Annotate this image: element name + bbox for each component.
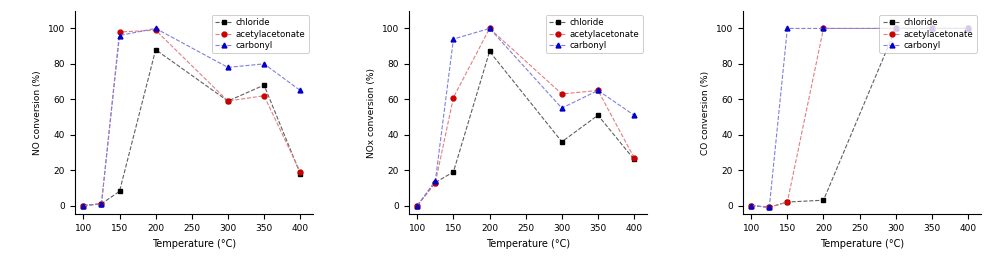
carbonyl	[222, 66, 234, 69]
acetylacetonate	[592, 89, 604, 92]
chloride	[258, 84, 270, 87]
Legend: chloride, acetylacetonate, carbonyl: chloride, acetylacetonate, carbonyl	[546, 15, 642, 53]
acetylacetonate	[782, 200, 794, 204]
acetylacetonate	[114, 30, 125, 34]
Y-axis label: NOx conversion (%): NOx conversion (%)	[368, 68, 376, 158]
carbonyl	[484, 27, 496, 30]
carbonyl	[294, 89, 306, 92]
carbonyl	[745, 204, 757, 207]
chloride	[628, 158, 640, 161]
carbonyl	[818, 27, 830, 30]
Line: chloride: chloride	[415, 49, 636, 208]
acetylacetonate	[763, 206, 775, 209]
chloride	[411, 204, 423, 207]
carbonyl	[763, 206, 775, 209]
chloride	[763, 206, 775, 209]
Legend: chloride, acetylacetonate, carbonyl: chloride, acetylacetonate, carbonyl	[879, 15, 977, 53]
acetylacetonate	[96, 202, 108, 205]
carbonyl	[149, 27, 161, 30]
chloride	[114, 190, 125, 193]
acetylacetonate	[149, 29, 161, 32]
chloride	[818, 199, 830, 202]
Line: acetylacetonate: acetylacetonate	[415, 26, 636, 208]
acetylacetonate	[962, 27, 974, 30]
carbonyl	[782, 27, 794, 30]
carbonyl	[429, 179, 441, 182]
chloride	[962, 27, 974, 30]
Legend: chloride, acetylacetonate, carbonyl: chloride, acetylacetonate, carbonyl	[211, 15, 309, 53]
X-axis label: Temperature (°C): Temperature (°C)	[486, 239, 570, 249]
Line: chloride: chloride	[81, 47, 303, 208]
chloride	[96, 202, 108, 205]
acetylacetonate	[745, 204, 757, 207]
chloride	[447, 170, 459, 173]
chloride	[222, 99, 234, 103]
carbonyl	[447, 38, 459, 41]
carbonyl	[926, 27, 938, 30]
Line: acetylacetonate: acetylacetonate	[749, 26, 970, 210]
carbonyl	[556, 106, 568, 110]
acetylacetonate	[411, 204, 423, 207]
chloride	[889, 27, 901, 30]
chloride	[484, 50, 496, 53]
acetylacetonate	[447, 96, 459, 99]
Line: carbonyl: carbonyl	[749, 26, 970, 210]
X-axis label: Temperature (°C): Temperature (°C)	[152, 239, 236, 249]
X-axis label: Temperature (°C): Temperature (°C)	[820, 239, 903, 249]
acetylacetonate	[78, 204, 90, 207]
carbonyl	[411, 204, 423, 207]
acetylacetonate	[926, 27, 938, 30]
carbonyl	[96, 202, 108, 205]
carbonyl	[889, 27, 901, 30]
Line: carbonyl: carbonyl	[81, 26, 303, 208]
carbonyl	[628, 114, 640, 117]
Line: carbonyl: carbonyl	[415, 26, 636, 208]
acetylacetonate	[294, 170, 306, 173]
Y-axis label: CO conversion (%): CO conversion (%)	[701, 70, 710, 155]
acetylacetonate	[818, 27, 830, 30]
chloride	[926, 27, 938, 30]
carbonyl	[114, 34, 125, 37]
acetylacetonate	[222, 99, 234, 103]
chloride	[592, 114, 604, 117]
chloride	[782, 200, 794, 204]
carbonyl	[258, 62, 270, 65]
acetylacetonate	[429, 181, 441, 184]
acetylacetonate	[556, 92, 568, 96]
Line: acetylacetonate: acetylacetonate	[81, 28, 303, 208]
acetylacetonate	[258, 94, 270, 97]
carbonyl	[592, 89, 604, 92]
chloride	[149, 48, 161, 51]
Y-axis label: NO conversion (%): NO conversion (%)	[33, 70, 42, 155]
acetylacetonate	[889, 27, 901, 30]
carbonyl	[78, 204, 90, 207]
Line: chloride: chloride	[749, 26, 970, 210]
chloride	[78, 204, 90, 207]
carbonyl	[962, 27, 974, 30]
chloride	[429, 181, 441, 184]
acetylacetonate	[484, 27, 496, 30]
chloride	[294, 172, 306, 175]
chloride	[745, 204, 757, 207]
chloride	[556, 140, 568, 143]
acetylacetonate	[628, 156, 640, 159]
